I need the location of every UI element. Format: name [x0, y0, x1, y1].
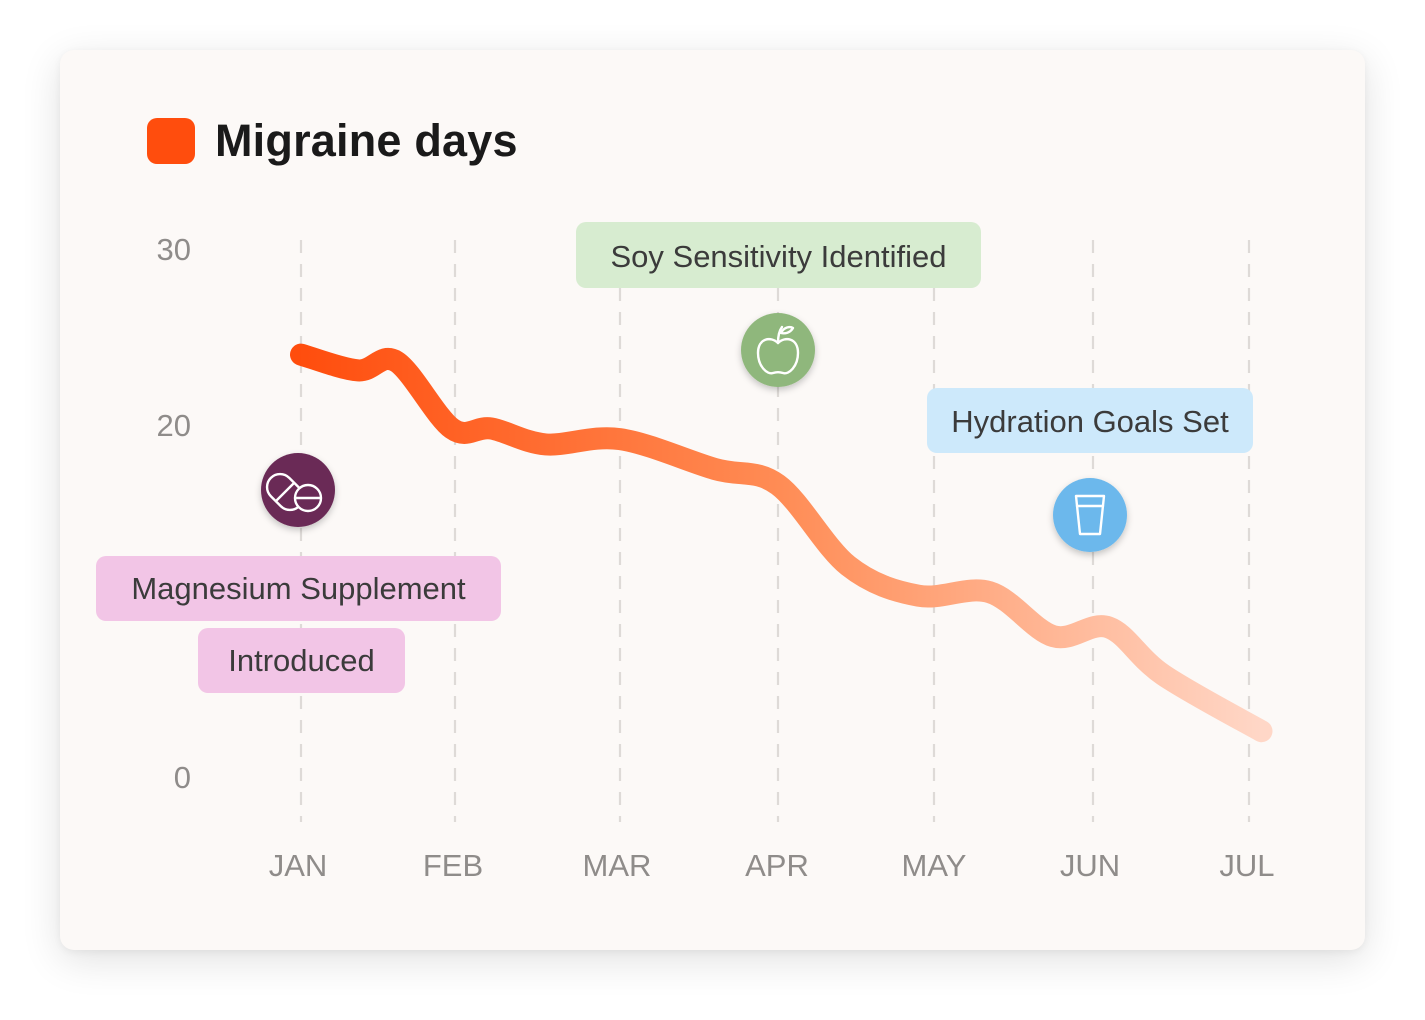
annotation-soy-marker — [741, 313, 815, 387]
x-tick-jun: JUN — [1060, 848, 1120, 883]
x-axis-ticks: JAN FEB MAR APR MAY JUN JUL — [269, 848, 1275, 883]
annotation-soy-label-box — [576, 222, 981, 288]
glass-icon — [1074, 494, 1106, 536]
apple-icon — [756, 325, 800, 375]
legend-swatch — [147, 118, 195, 164]
legend-label: Migraine days — [215, 115, 518, 166]
annotation-hydration-marker — [1053, 478, 1127, 552]
annotation-hydration-label-box — [927, 388, 1253, 453]
annotation-magnesium-line2: Introduced — [228, 643, 375, 678]
x-tick-mar: MAR — [583, 848, 652, 883]
annotation-hydration: Hydration Goals Set — [927, 388, 1253, 552]
annotation-magnesium: Magnesium Supplement Introduced — [96, 453, 501, 693]
y-tick-20: 20 — [157, 408, 191, 443]
migraine-days-line — [290, 343, 1273, 743]
annotation-magnesium-label-box-2 — [198, 628, 405, 693]
x-tick-jan: JAN — [269, 848, 328, 883]
annotation-hydration-text: Hydration Goals Set — [951, 404, 1229, 439]
annotation-magnesium-label-box — [96, 556, 501, 621]
annotation-soy: Soy Sensitivity Identified — [576, 222, 981, 387]
annotation-soy-text: Soy Sensitivity Identified — [610, 239, 946, 274]
x-tick-jul: JUL — [1219, 848, 1274, 883]
vertical-gridlines — [299, 240, 1251, 822]
annotation-magnesium-line1: Magnesium Supplement — [131, 571, 466, 606]
y-axis-ticks: 0 20 30 — [157, 232, 191, 795]
pills-icon — [265, 472, 323, 513]
x-tick-apr: APR — [745, 848, 809, 883]
chart-legend: Migraine days — [147, 115, 518, 167]
x-tick-may: MAY — [902, 848, 967, 883]
y-tick-30: 30 — [157, 232, 191, 267]
y-tick-0: 0 — [174, 760, 191, 795]
x-tick-feb: FEB — [423, 848, 483, 883]
